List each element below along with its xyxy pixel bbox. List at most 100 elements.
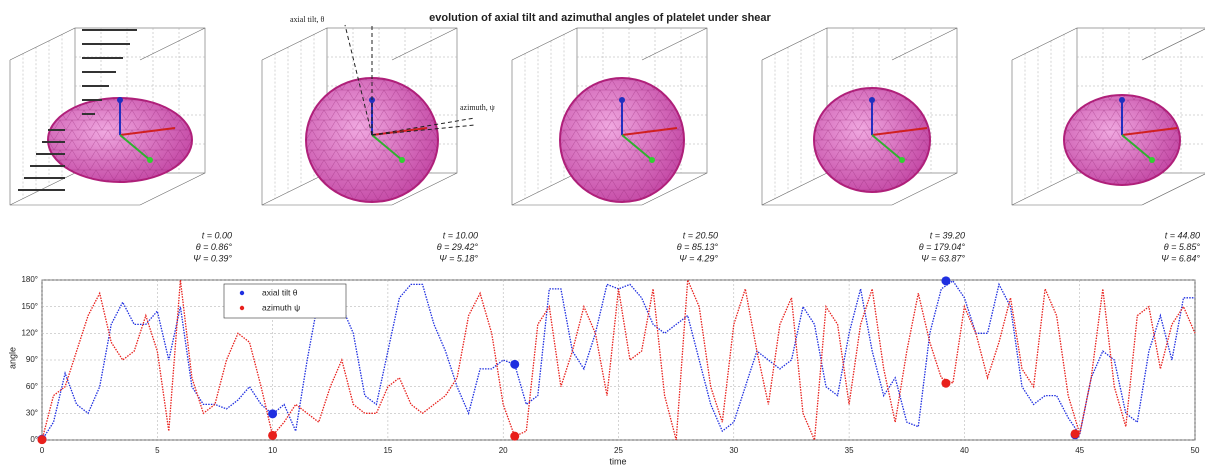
box-front: [761, 60, 892, 206]
snapshot-label: θ = 179.04°: [919, 242, 966, 252]
y-tick-label: 180°: [21, 275, 38, 284]
box-edge: [1141, 173, 1205, 206]
snapshot-label: t = 20.50: [683, 230, 718, 240]
axis-green: [1121, 134, 1153, 161]
box-edge: [9, 27, 76, 61]
box-front: [1011, 60, 1142, 206]
x-tick-label: 25: [614, 446, 623, 455]
y-tick-label: 90°: [26, 355, 38, 364]
axis-tip: [117, 97, 123, 103]
snapshot-label: Ψ = 5.18°: [439, 253, 478, 263]
x-tick-label: 35: [845, 446, 854, 455]
axis-tip: [649, 157, 655, 163]
axis-tip: [399, 157, 405, 163]
y-tick-label: 120°: [21, 328, 38, 337]
highlight-psi: [1070, 429, 1080, 439]
title: evolution of axial tilt and azimuthal an…: [429, 12, 771, 24]
box-edge: [139, 172, 206, 206]
snapshot-label: t = 10.00: [443, 230, 478, 240]
snapshot-label: t = 39.20: [930, 230, 965, 240]
platelet-mesh: [560, 78, 684, 202]
snapshot-label: t = 44.80: [1165, 230, 1200, 240]
box-edge: [891, 172, 958, 206]
axis-tip: [619, 97, 625, 103]
box-front: [9, 60, 140, 206]
series-line: [41, 279, 1195, 441]
guide: [371, 124, 476, 136]
snapshot-label: Ψ = 4.29°: [679, 253, 718, 263]
x-tick-label: 50: [1191, 446, 1200, 455]
snapshot-label: θ = 0.86°: [196, 242, 233, 252]
y-tick-label: 30°: [26, 408, 38, 417]
box-edge: [391, 27, 458, 61]
axis-tip: [869, 97, 875, 103]
legend-box: [223, 283, 347, 319]
box-edge: [891, 27, 958, 61]
x-axis-label: time: [609, 456, 626, 466]
platelet-mesh: [306, 78, 438, 202]
highlight-theta: [941, 276, 951, 286]
box-edge: [641, 172, 708, 206]
x-tick-label: 45: [1075, 446, 1084, 455]
axis-green: [371, 134, 403, 161]
snapshot-label: t = 0.00: [202, 230, 232, 240]
box-edge: [761, 172, 828, 206]
snapshot-label: θ = 5.85°: [1164, 242, 1201, 252]
highlight-theta: [268, 409, 278, 419]
y-tick-label: 60°: [26, 382, 38, 391]
axis-green: [119, 134, 151, 161]
guide: [344, 24, 373, 136]
axis-red: [621, 127, 678, 136]
x-tick-label: 30: [729, 446, 738, 455]
box-front: [261, 60, 392, 206]
axis-green: [871, 134, 903, 161]
box-edge: [761, 27, 828, 61]
legend-label: axial tilt θ: [262, 287, 298, 297]
legend-label: azimuth ψ: [262, 302, 300, 312]
legend-marker: [239, 290, 245, 296]
axis-tip: [899, 157, 905, 163]
snapshot-label: θ = 29.42°: [437, 242, 479, 252]
snapshot-label: Ψ = 6.84°: [1161, 253, 1200, 263]
x-tick-label: 20: [499, 446, 508, 455]
snapshot-label: Ψ = 63.87°: [921, 253, 965, 263]
box-front: [511, 60, 642, 206]
box-edge: [1011, 172, 1078, 206]
x-tick-label: 10: [268, 446, 277, 455]
axis-red: [871, 127, 928, 136]
y-axis-label: angle: [7, 347, 17, 369]
highlight-psi: [510, 431, 520, 441]
axis-red: [1121, 127, 1178, 136]
box-edge: [1011, 27, 1078, 61]
axis-red: [119, 127, 176, 136]
snapshot-label: θ = 85.13°: [677, 242, 719, 252]
x-tick-label: 15: [383, 446, 392, 455]
highlight-psi: [268, 430, 278, 440]
series-line: [41, 279, 1196, 441]
tilt-annotation: axial tilt, θ: [290, 15, 324, 24]
box-edge: [511, 27, 578, 61]
platelet-mesh: [814, 88, 930, 192]
highlight-psi: [941, 378, 951, 388]
legend-marker: [239, 305, 245, 311]
box-edge: [261, 27, 328, 61]
y-tick-label: 0°: [30, 435, 38, 444]
box-edge: [391, 172, 458, 206]
platelet-mesh: [48, 98, 192, 182]
azimuth-annotation: azimuth, ψ: [460, 103, 495, 112]
box-edge: [641, 27, 708, 61]
axis-tip: [147, 157, 153, 163]
box-edge: [139, 27, 206, 61]
snapshot-label: Ψ = 0.39°: [193, 253, 232, 263]
y-tick-label: 150°: [21, 302, 38, 311]
x-tick-label: 0: [40, 446, 45, 455]
highlight-psi: [37, 435, 47, 445]
highlight-theta: [510, 359, 520, 369]
axis-tip: [1149, 157, 1155, 163]
guide: [371, 117, 476, 136]
x-tick-label: 5: [155, 446, 160, 455]
x-tick-label: 40: [960, 446, 969, 455]
box-edge: [511, 172, 578, 206]
box-edge: [1141, 28, 1205, 61]
